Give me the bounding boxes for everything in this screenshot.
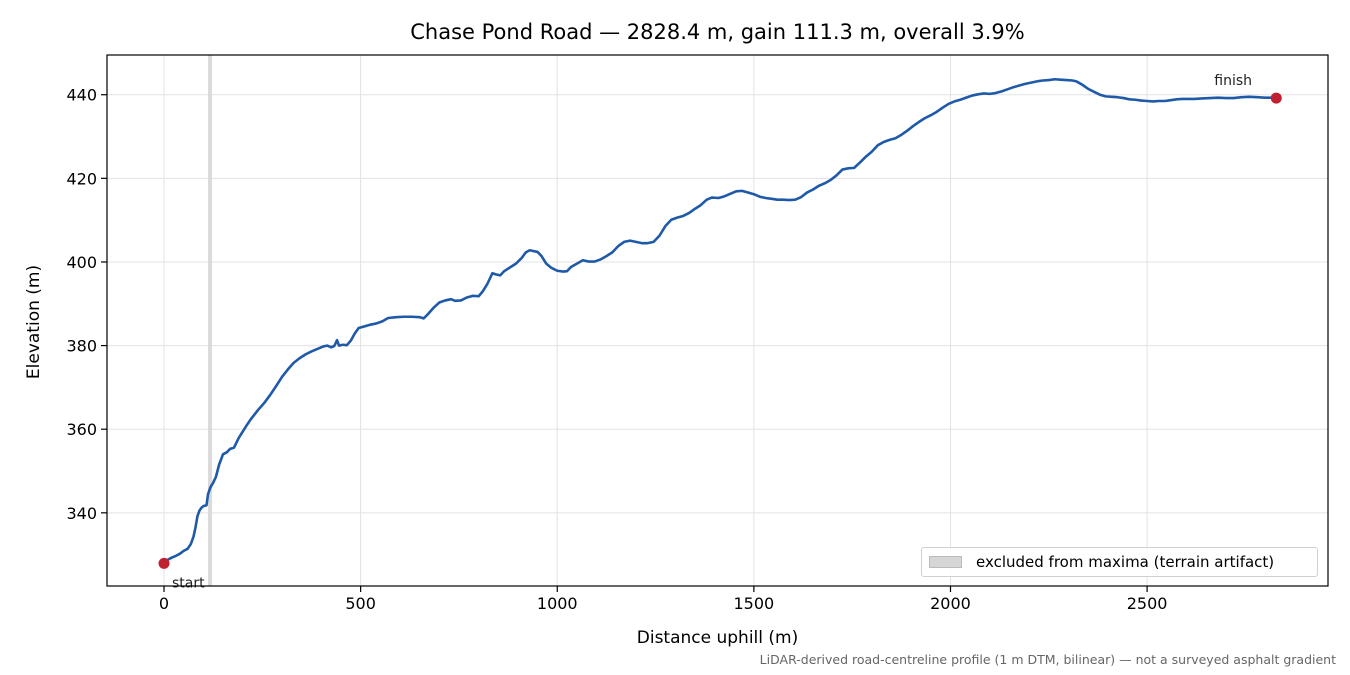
x-tick-label: 500 — [345, 594, 376, 613]
y-tick-label: 340 — [66, 504, 97, 523]
x-tick-label: 0 — [159, 594, 169, 613]
excluded-band-rect — [208, 55, 213, 586]
x-tick-label: 1500 — [734, 594, 775, 613]
y-tick-label: 440 — [66, 86, 97, 105]
x-axis-label: Distance uphill (m) — [636, 628, 799, 648]
x-tick-label: 2500 — [1127, 594, 1168, 613]
y-axis-label: Elevation (m) — [24, 264, 44, 380]
grid-lines — [107, 55, 1328, 586]
chart-title: Chase Pond Road — 2828.4 m, gain 111.3 m… — [410, 20, 1025, 44]
y-tick-label: 360 — [66, 420, 97, 439]
finish-marker — [1270, 92, 1282, 104]
legend-swatch — [929, 556, 962, 568]
axes-ticks: 0 500 1000 1500 2000 2500 340 360 380 400 420 440 — [66, 86, 1167, 613]
start-label: start — [172, 575, 205, 591]
finish-label: finish — [1214, 73, 1252, 89]
legend-label: excluded from maxima (terrain artifact) — [976, 553, 1275, 571]
y-tick-label: 380 — [66, 337, 97, 356]
legend: excluded from maxima (terrain artifact) — [921, 547, 1318, 577]
elevation-series-line — [162, 77, 1278, 565]
endpoint-markers: start finish — [158, 73, 1282, 591]
start-marker — [158, 557, 170, 569]
plot-frame — [106, 54, 1329, 587]
y-tick-label: 400 — [66, 253, 97, 272]
excluded-band — [208, 55, 213, 586]
x-tick-label: 1000 — [537, 594, 578, 613]
x-tick-label: 2000 — [930, 594, 971, 613]
y-tick-label: 420 — [66, 169, 97, 188]
elevation-line — [162, 77, 1278, 565]
footnote: LiDAR-derived road-centreline profile (1… — [759, 652, 1336, 667]
